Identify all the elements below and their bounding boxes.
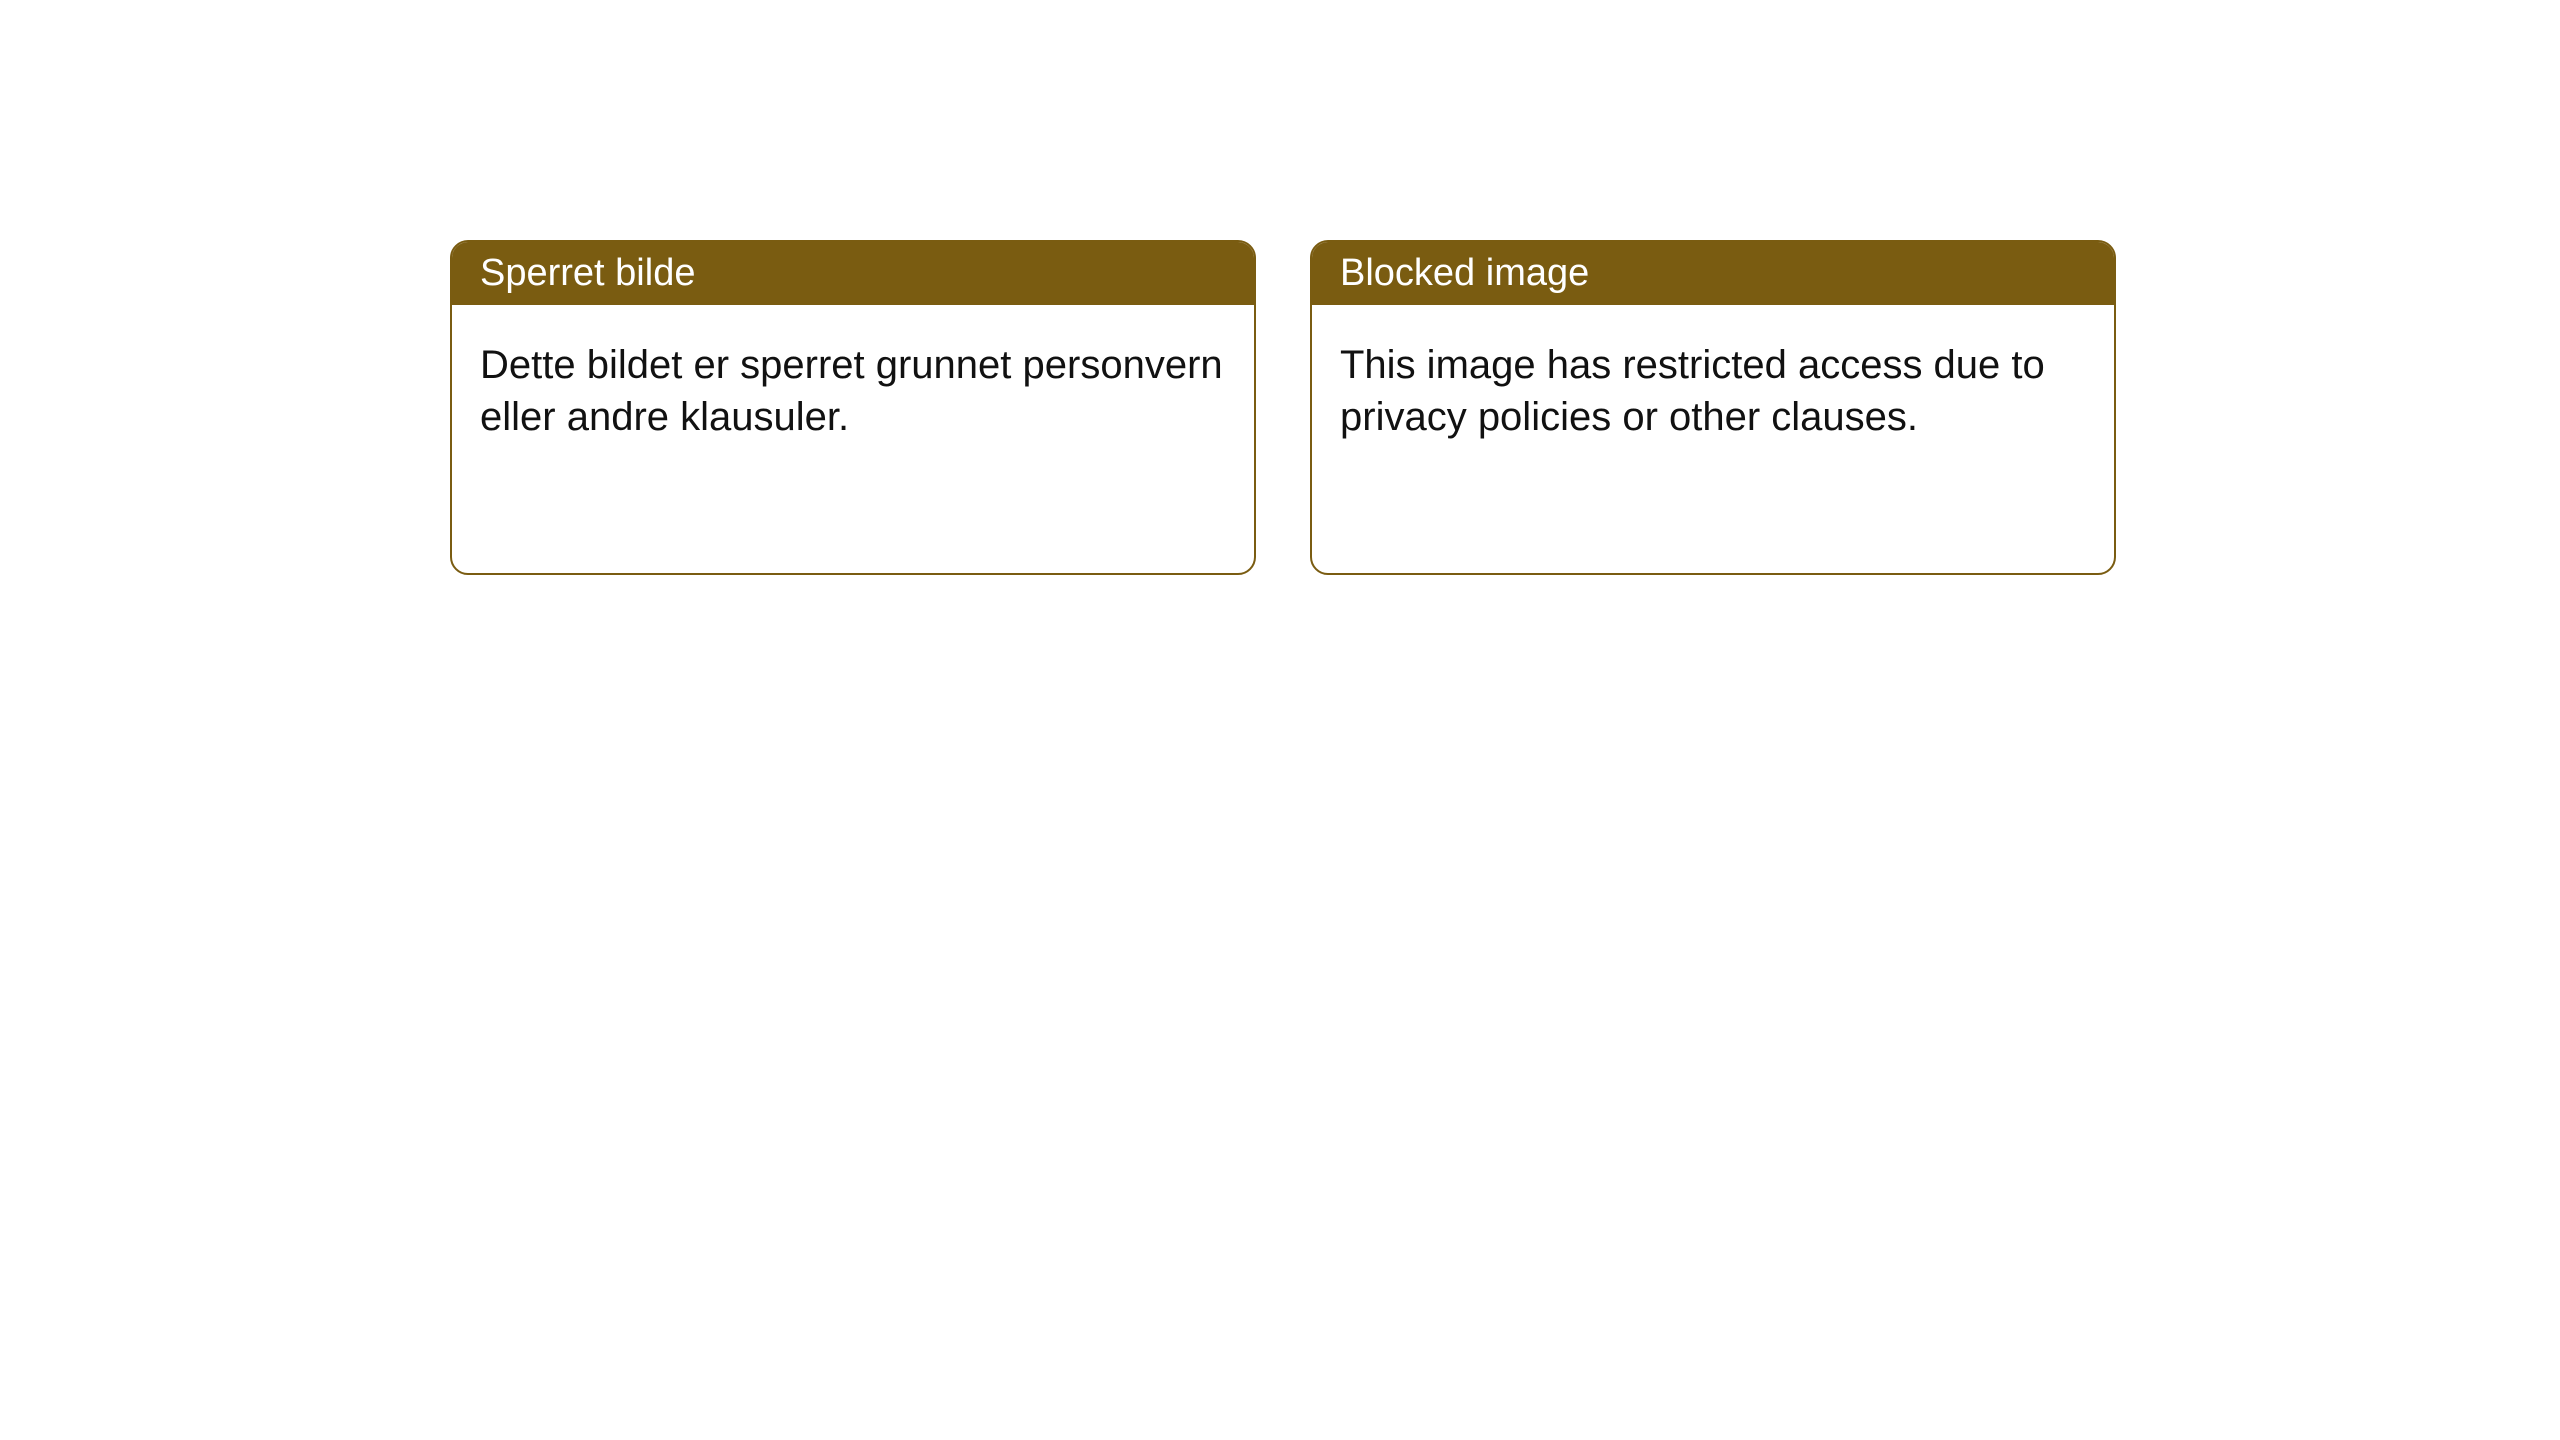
- card-body: This image has restricted access due to …: [1312, 305, 2114, 477]
- notice-card-english: Blocked image This image has restricted …: [1310, 240, 2116, 575]
- notice-cards-row: Sperret bilde Dette bildet er sperret gr…: [0, 0, 2560, 575]
- card-header: Blocked image: [1312, 242, 2114, 305]
- notice-card-norwegian: Sperret bilde Dette bildet er sperret gr…: [450, 240, 1256, 575]
- card-title: Blocked image: [1340, 252, 1589, 294]
- card-body: Dette bildet er sperret grunnet personve…: [452, 305, 1254, 477]
- card-body-text: Dette bildet er sperret grunnet personve…: [480, 343, 1223, 439]
- card-body-text: This image has restricted access due to …: [1340, 343, 2045, 439]
- card-title: Sperret bilde: [480, 252, 695, 294]
- card-header: Sperret bilde: [452, 242, 1254, 305]
